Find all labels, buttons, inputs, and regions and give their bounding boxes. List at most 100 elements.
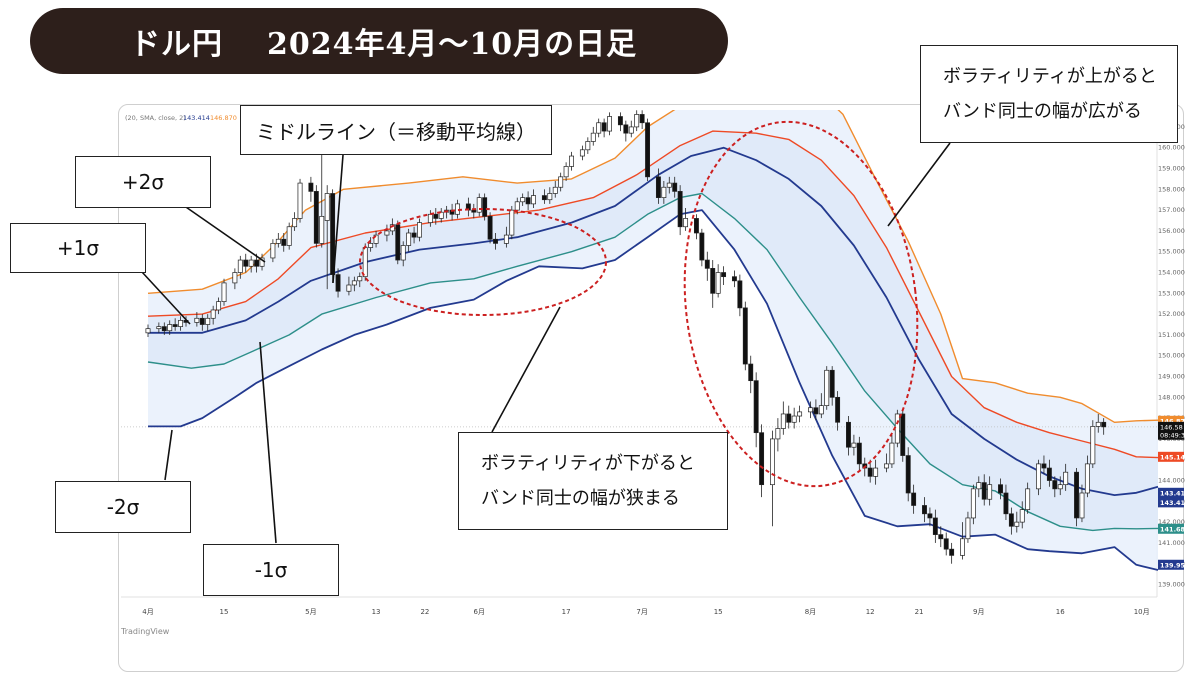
candle [704, 251, 710, 281]
price-label: 145.14 [1158, 451, 1186, 462]
y-tick-label: 159.000 [1158, 165, 1185, 173]
y-tick-label: 160.000 [1158, 144, 1185, 152]
candle [357, 272, 363, 288]
x-tick-label: 6月 [473, 608, 484, 616]
candle [547, 187, 553, 204]
candle [970, 484, 976, 525]
callout-plus1: +1σ [10, 223, 146, 273]
candle [932, 509, 938, 543]
title-banner: ドル円 2024年4月～10月の日足 [30, 8, 728, 74]
candle [1003, 484, 1009, 521]
leader-plus1 [141, 271, 191, 325]
candle [797, 405, 803, 423]
callout-vol-up: ボラティリティが上がると バンド同士の幅が広がる [920, 45, 1178, 143]
y-tick-label: 150.000 [1158, 352, 1185, 360]
candle [563, 162, 569, 181]
svg-text:143.41: 143.41 [1160, 489, 1186, 497]
candle [1101, 418, 1107, 435]
candle [911, 484, 917, 514]
candle [313, 185, 319, 248]
candle [617, 112, 623, 132]
candle [395, 220, 401, 265]
candle [482, 193, 488, 221]
candle [791, 407, 797, 429]
candle [829, 366, 835, 406]
candle [938, 526, 944, 548]
candle [721, 266, 727, 285]
candle [769, 430, 775, 527]
candle [275, 233, 281, 248]
candle [590, 126, 596, 146]
candle [199, 314, 205, 331]
candle [666, 176, 672, 194]
svg-text:139.95: 139.95 [1160, 561, 1186, 569]
candle [1036, 459, 1041, 496]
candle [216, 297, 222, 315]
candle [998, 478, 1003, 500]
candle [661, 181, 667, 204]
candle [324, 185, 330, 290]
candle [786, 405, 792, 429]
candle [699, 228, 705, 267]
price-label: 141.68 [1158, 523, 1186, 534]
candle [493, 233, 498, 250]
candle [856, 436, 862, 471]
candle [867, 459, 873, 483]
candle [476, 193, 482, 217]
price-label: 143.41 [1158, 497, 1186, 508]
y-tick-label: 158.000 [1158, 185, 1185, 193]
candle [905, 447, 911, 502]
y-tick-label: 157.000 [1158, 206, 1185, 214]
candle [655, 168, 661, 204]
candle [601, 118, 607, 138]
x-tick-label: 22 [420, 608, 429, 616]
candle [813, 399, 819, 421]
candle [433, 208, 439, 225]
candle [400, 241, 406, 267]
svg-text:146.87: 146.87 [1160, 417, 1185, 425]
candle [161, 322, 167, 335]
band-fill [148, 110, 1158, 570]
price-label: 143.41 [1158, 487, 1186, 498]
candle [558, 172, 564, 192]
candle [645, 118, 651, 181]
candle [1008, 507, 1014, 535]
candle [569, 151, 574, 171]
leader-minus1 [259, 341, 277, 544]
y-tick-label: 153.000 [1158, 289, 1185, 297]
ellipse-narrow-band [359, 208, 607, 316]
candle [335, 268, 341, 298]
candle [270, 239, 276, 263]
x-tick-label: 10月 [1134, 608, 1150, 616]
candle [281, 233, 287, 252]
candle [156, 322, 162, 333]
candle [851, 434, 857, 456]
leader-middle-line [332, 154, 344, 284]
candle [965, 511, 971, 543]
svg-text:145.14: 145.14 [1160, 453, 1186, 461]
x-tick-label: 13 [372, 608, 381, 616]
candle [503, 226, 509, 248]
x-tick-label: 15 [220, 608, 229, 616]
callout-vol-down-line1: ボラティリティが下がると [481, 453, 695, 474]
x-tick-label: 21 [915, 608, 924, 616]
callout-middle-line: ミドルライン（＝移動平均線） [240, 105, 552, 155]
candle [194, 312, 200, 327]
candle [775, 418, 781, 452]
candle [1074, 468, 1079, 527]
candle [677, 185, 683, 236]
candle [949, 542, 955, 564]
candle [1019, 501, 1025, 529]
price-label: 139.95 [1158, 559, 1186, 570]
x-tick-label: 15 [714, 608, 723, 616]
candle [1095, 413, 1101, 433]
candle [384, 224, 390, 242]
candle [976, 476, 982, 498]
candle [297, 178, 303, 223]
candle [308, 176, 314, 202]
candle [232, 268, 238, 290]
candle [417, 218, 422, 242]
candle [406, 228, 412, 252]
callout-vol-up-line2: バンド同士の幅が広がる [943, 101, 1142, 122]
